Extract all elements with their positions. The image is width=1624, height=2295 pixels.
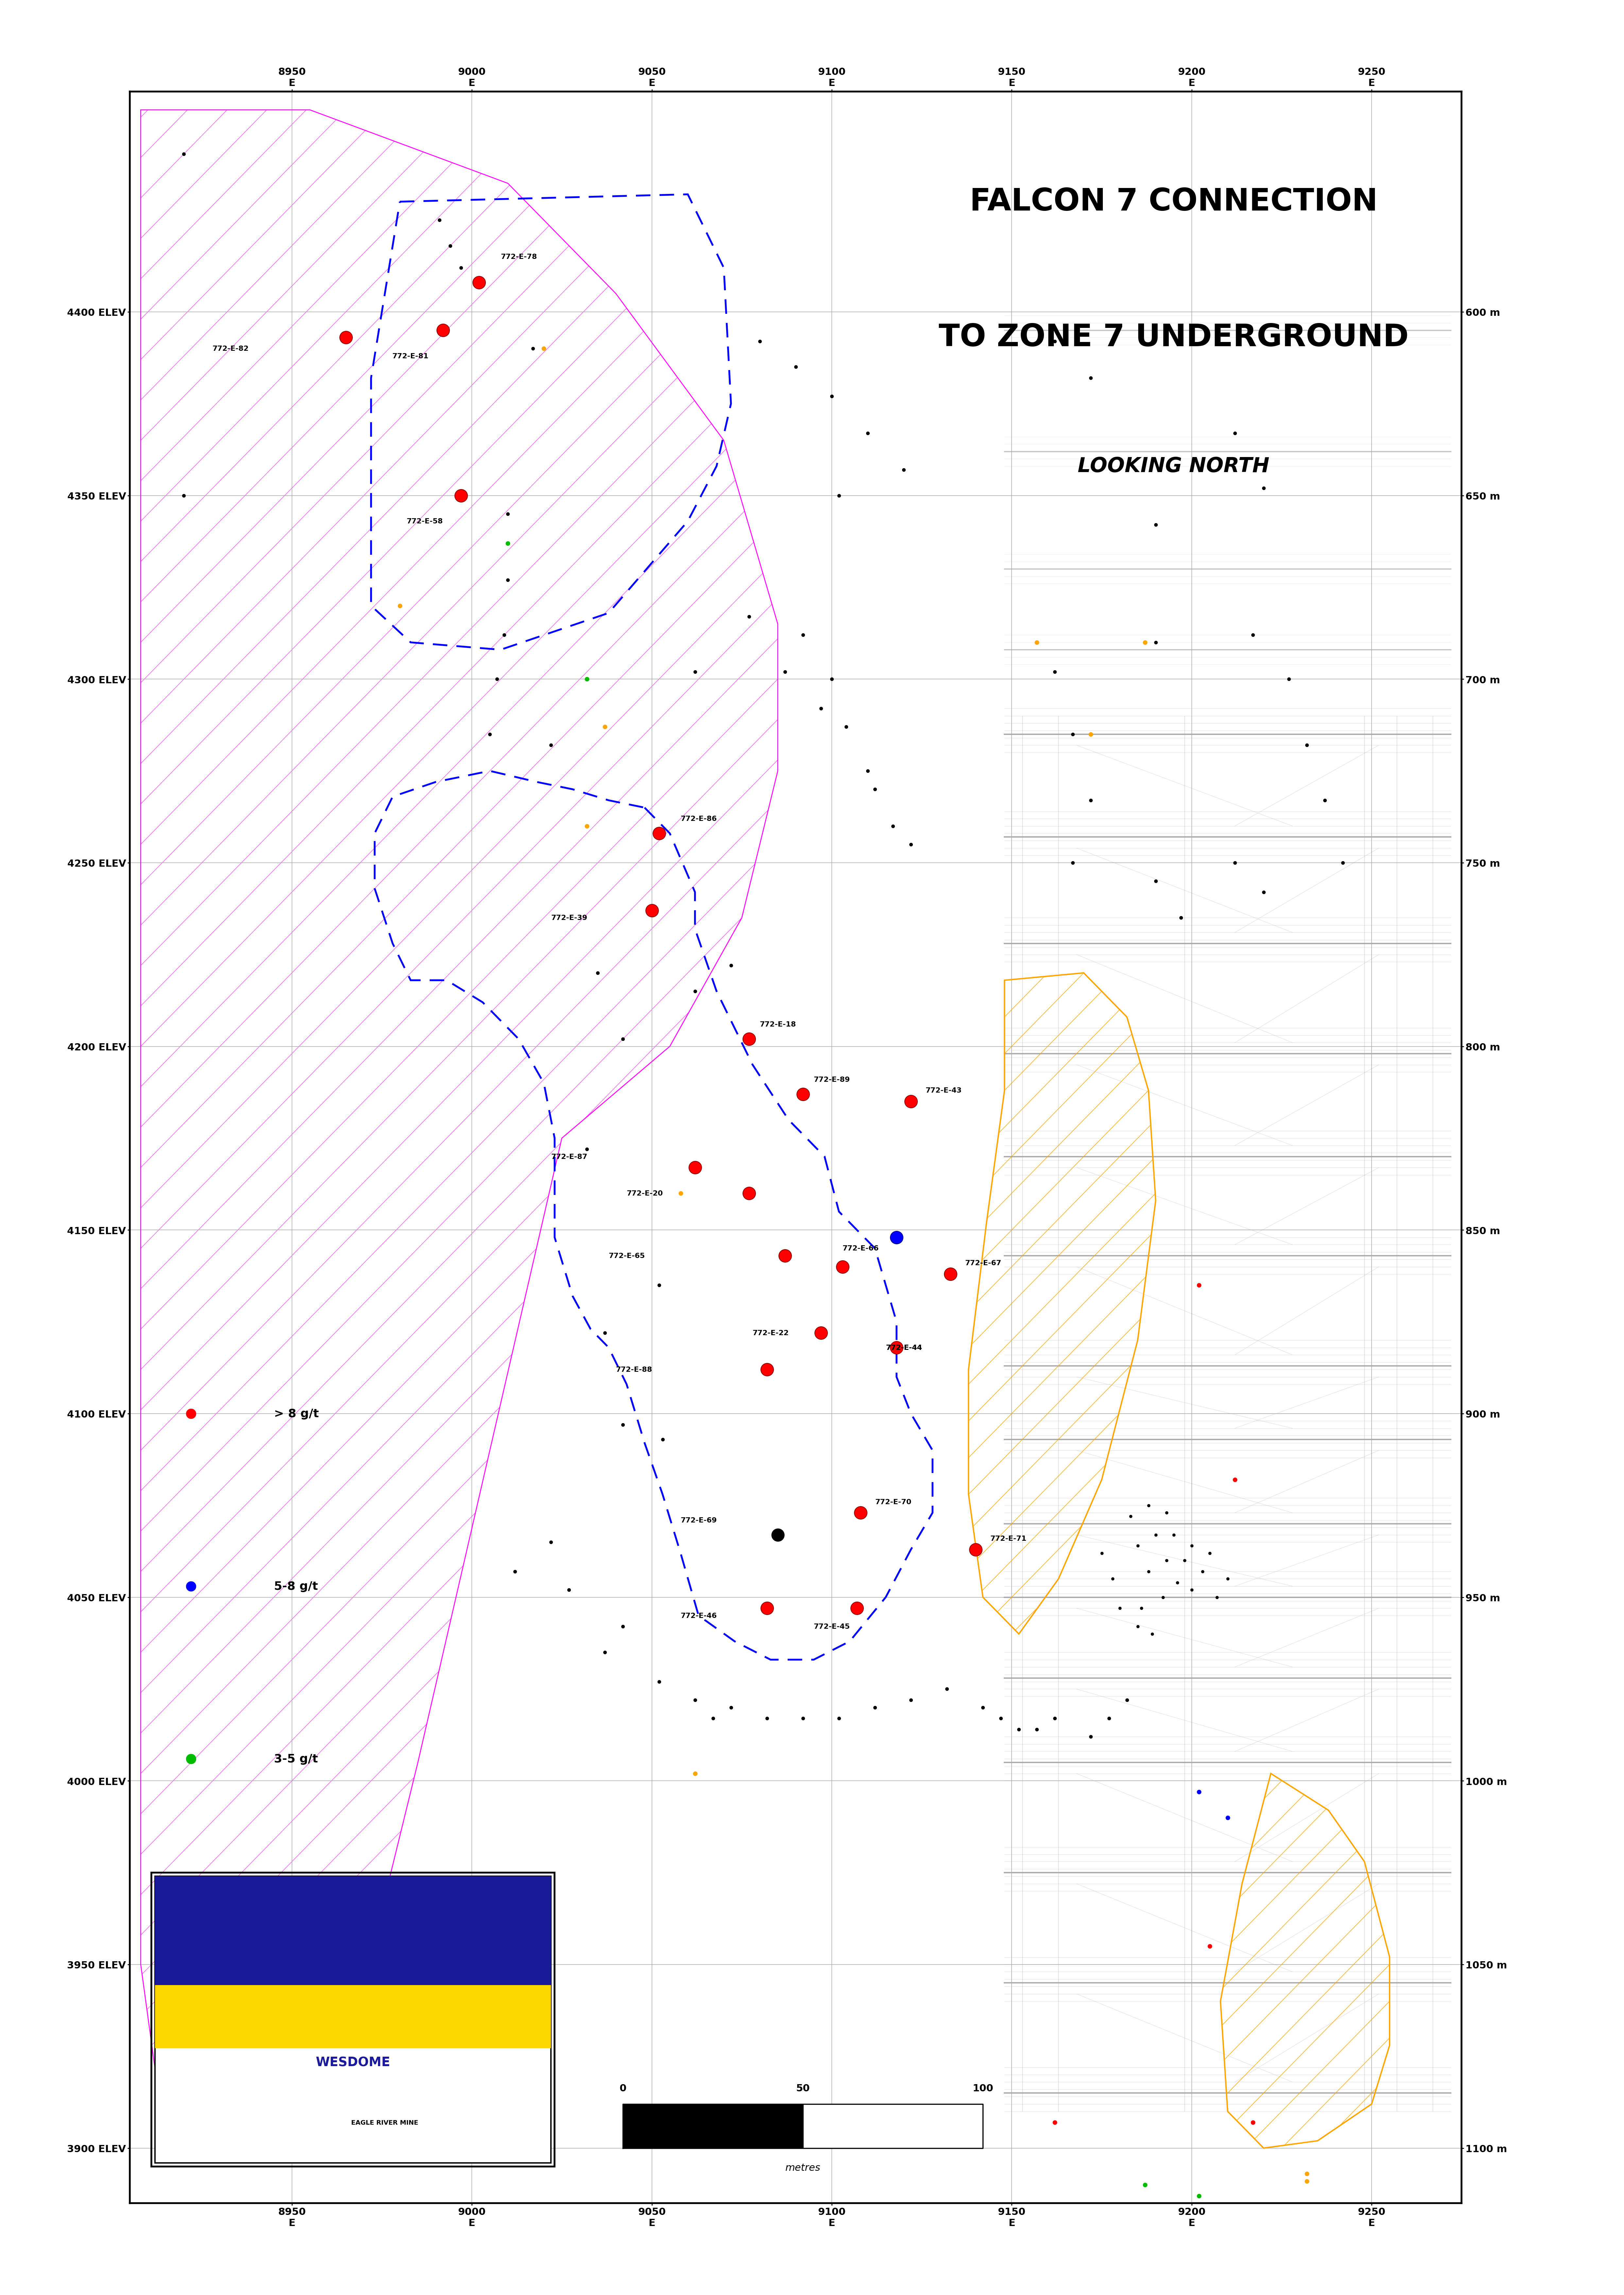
Text: 772-E-39: 772-E-39 <box>551 916 588 920</box>
Text: 1-3 g/t: 1-3 g/t <box>274 1926 318 1937</box>
PathPatch shape <box>141 110 778 2148</box>
Text: 772-E-87: 772-E-87 <box>551 1154 588 1159</box>
Text: TO ZONE 7 UNDERGROUND: TO ZONE 7 UNDERGROUND <box>939 324 1408 353</box>
Text: 772-E-89: 772-E-89 <box>814 1076 849 1083</box>
Text: 772-E-67: 772-E-67 <box>965 1260 1002 1267</box>
Text: 50: 50 <box>796 2084 810 2093</box>
Text: 772-E-58: 772-E-58 <box>406 519 443 526</box>
Text: FALCON 7 CONNECTION: FALCON 7 CONNECTION <box>970 186 1377 218</box>
Text: 772-E-82: 772-E-82 <box>213 347 248 351</box>
Text: 772-E-81: 772-E-81 <box>393 353 429 360</box>
Text: > 8 g/t: > 8 g/t <box>274 1409 318 1418</box>
Text: EAGLE RIVER MINE: EAGLE RIVER MINE <box>351 2121 419 2125</box>
Text: WESDOME: WESDOME <box>315 2056 390 2068</box>
Text: 772-E-86: 772-E-86 <box>680 815 716 822</box>
Text: 772-E-20: 772-E-20 <box>627 1191 663 1196</box>
Text: 772-E-43: 772-E-43 <box>926 1088 961 1095</box>
Text: 772-E-46: 772-E-46 <box>680 1613 716 1618</box>
Text: 772-E-45: 772-E-45 <box>814 1623 849 1629</box>
PathPatch shape <box>1221 1774 1390 2148</box>
Text: 772-E-65: 772-E-65 <box>609 1253 645 1260</box>
Text: 772-E-71: 772-E-71 <box>991 1535 1026 1542</box>
PathPatch shape <box>968 973 1156 1634</box>
Text: metres: metres <box>786 2162 820 2173</box>
FancyBboxPatch shape <box>156 1877 551 2162</box>
Text: 772-E-69: 772-E-69 <box>680 1517 716 1524</box>
FancyBboxPatch shape <box>156 1985 551 2047</box>
Text: 100: 100 <box>973 2084 994 2093</box>
Text: 772-E-18: 772-E-18 <box>760 1021 796 1028</box>
Text: 772-E-66: 772-E-66 <box>843 1246 879 1251</box>
Text: >1 g/t: >1 g/t <box>274 2098 315 2109</box>
Text: LOOKING NORTH: LOOKING NORTH <box>1078 457 1270 475</box>
Text: 772-E-22: 772-E-22 <box>752 1329 789 1336</box>
FancyBboxPatch shape <box>156 1877 551 1985</box>
Text: 3-5 g/t: 3-5 g/t <box>274 1753 318 1765</box>
Text: 772-E-44: 772-E-44 <box>885 1345 922 1352</box>
Text: 772-E-70: 772-E-70 <box>875 1499 911 1506</box>
Text: 772-E-44: 772-E-44 <box>885 1345 922 1352</box>
Text: 772-E-88: 772-E-88 <box>615 1366 653 1372</box>
Text: 772-E-78: 772-E-78 <box>500 255 538 259</box>
Text: 5-8 g/t: 5-8 g/t <box>274 1581 318 1593</box>
Text: 0: 0 <box>619 2084 627 2093</box>
